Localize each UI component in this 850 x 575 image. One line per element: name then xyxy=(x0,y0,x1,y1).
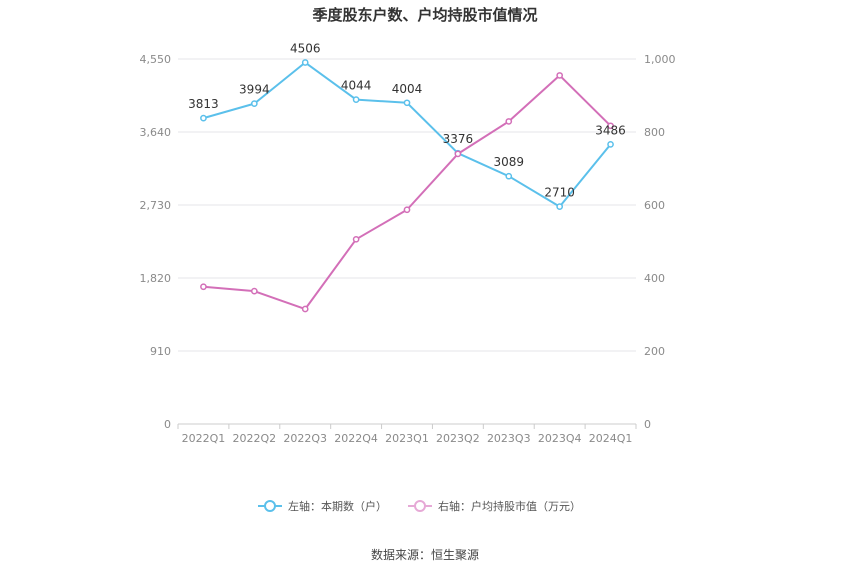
y-right-tick-label: 800 xyxy=(644,126,665,139)
data-label: 2710 xyxy=(544,186,575,200)
x-tick-label: 2022Q4 xyxy=(334,432,378,445)
right-series-point xyxy=(352,235,360,243)
y-left-tick-label: 3,640 xyxy=(140,126,172,139)
y-right-tick-label: 1,000 xyxy=(644,53,676,66)
y-left-tick-label: 1,820 xyxy=(140,272,172,285)
y-right-tick-label: 0 xyxy=(644,418,651,431)
legend-item-left-series[interactable]: 左轴：本期数（户） xyxy=(258,499,387,513)
grid-lines xyxy=(178,58,636,425)
x-tick-label: 2024Q1 xyxy=(589,432,633,445)
right-series-point xyxy=(505,118,513,125)
right-series-point xyxy=(454,150,462,158)
left-series-point xyxy=(556,203,564,210)
axes: 0 0 910 200 1,820 400 2,730 600 3,640 800 4,550 1,0… xyxy=(140,53,676,445)
legend-right-series-marker xyxy=(414,500,426,512)
left-series-point xyxy=(607,141,614,148)
chart-title: 季度股东户数、户均持股市值情况 xyxy=(312,6,537,24)
legend[interactable]: 左轴：本期数（户） 右轴：户均持股市值（万元） xyxy=(258,499,581,513)
right-series-point xyxy=(250,287,258,295)
data-label: 3089 xyxy=(494,155,525,169)
y-right-tick-label: 200 xyxy=(644,345,665,358)
data-label: 4506 xyxy=(290,42,321,56)
left-series-point xyxy=(352,96,360,103)
data-label: 3486 xyxy=(595,123,626,137)
left-series-point xyxy=(403,99,411,107)
legend-right-series-label: 右轴：户均持股市值（万元） xyxy=(438,499,581,513)
data-label: 3994 xyxy=(239,83,270,97)
y-left-tick-label: 0 xyxy=(164,418,171,431)
y-right-tick-label: 600 xyxy=(644,199,665,212)
left-series-point xyxy=(301,59,309,66)
legend-left-series-label: 左轴：本期数（户） xyxy=(288,499,387,513)
x-tick-label: 2022Q3 xyxy=(283,432,327,445)
x-tick-label: 2023Q2 xyxy=(436,432,480,445)
y-right-tick-label: 400 xyxy=(644,272,665,285)
data-label: 4044 xyxy=(341,79,372,93)
legend-left-series-marker xyxy=(264,500,276,512)
data-labels: 3813 3994 4506 4044 4004 3376 3089 2710 3486 xyxy=(188,42,626,200)
left-series-point xyxy=(200,114,207,122)
x-tick-label: 2022Q1 xyxy=(182,432,226,445)
y-left-tick-label: 4,550 xyxy=(140,53,172,66)
data-label: 4004 xyxy=(392,82,423,96)
right-series-point xyxy=(403,206,411,214)
x-tick-label: 2022Q2 xyxy=(233,432,277,445)
right-series-point xyxy=(301,305,309,313)
right-series-point xyxy=(556,72,564,79)
left-series-point xyxy=(505,172,513,180)
legend-item-right-series[interactable]: 右轴：户均持股市值（万元） xyxy=(408,499,581,513)
x-tick-label: 2023Q1 xyxy=(385,432,429,445)
series-layer xyxy=(200,59,614,313)
y-left-tick-label: 910 xyxy=(150,345,171,358)
y-left-tick-label: 2,730 xyxy=(140,199,172,212)
left-series-point xyxy=(250,100,258,107)
data-source: 数据来源：恒生聚源 xyxy=(371,547,479,562)
right-series-point xyxy=(200,283,207,291)
right-series-point xyxy=(607,122,614,130)
x-tick-label: 2023Q4 xyxy=(538,432,582,445)
x-tick-label: 2023Q3 xyxy=(487,432,531,445)
data-label: 3813 xyxy=(188,97,219,111)
data-label: 3376 xyxy=(443,132,474,146)
